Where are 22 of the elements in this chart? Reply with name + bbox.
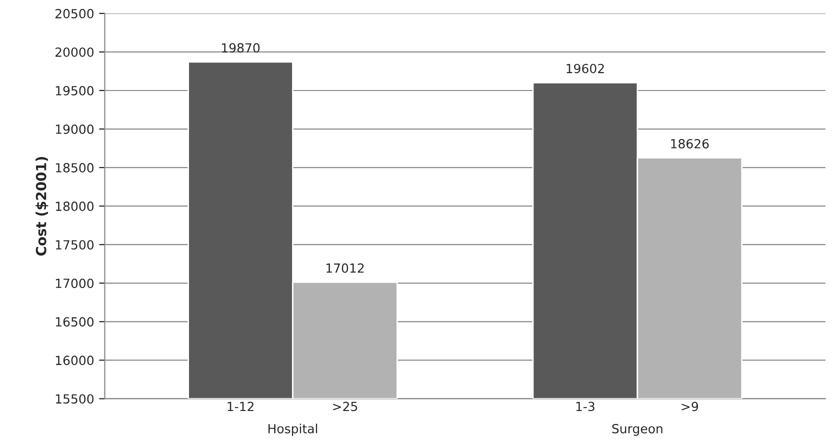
data-label: 17012 bbox=[326, 263, 364, 273]
y-tick-label: 20000 bbox=[55, 47, 94, 57]
data-label: 18626 bbox=[671, 139, 709, 148]
y-tick-label: 19500 bbox=[56, 86, 94, 96]
text: Hospital bbox=[268, 424, 318, 436]
x-tick-label: >25 bbox=[333, 402, 358, 412]
data-label: 19602 bbox=[566, 64, 604, 74]
y-tick-label: 16000 bbox=[56, 356, 94, 366]
y-tick-label: 20500 bbox=[55, 8, 94, 18]
y-tick-label: 17500 bbox=[56, 240, 94, 250]
y-tick-label: 15500 bbox=[56, 394, 94, 404]
x-tick-label: 1-3 bbox=[576, 402, 594, 412]
text: Surgeon bbox=[612, 424, 662, 436]
y-tick-label: 16500 bbox=[56, 317, 94, 327]
y-tick-label: 19000 bbox=[56, 124, 94, 134]
x-tick-label: 1-12 bbox=[228, 402, 254, 411]
y-tick-label: 18500 bbox=[56, 163, 94, 172]
y-axis-title: Cost ($2001) bbox=[36, 157, 48, 256]
x-tick-label: >9 bbox=[682, 402, 698, 412]
y-tick-label: 17000 bbox=[56, 278, 94, 288]
data-label: 19870 bbox=[222, 43, 260, 53]
y-tick-label: 18000 bbox=[56, 202, 94, 212]
